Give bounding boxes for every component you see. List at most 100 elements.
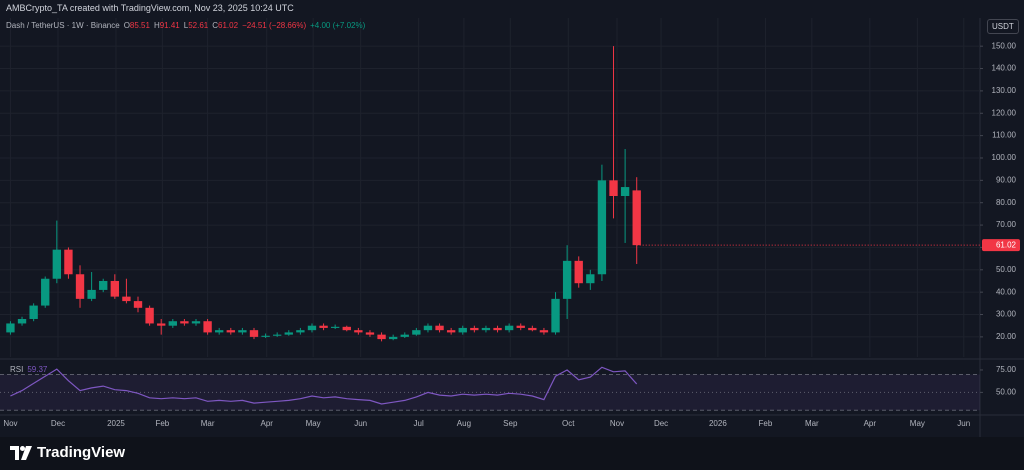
y-tick-label: 90.00: [996, 175, 1017, 184]
ohlc-item: H91.41: [154, 21, 180, 30]
x-tick-label: Nov: [610, 419, 624, 428]
logo-icon: [10, 445, 32, 460]
candle-body: [365, 332, 375, 335]
x-tick-label: Nov: [3, 419, 17, 428]
symbol: Dash / TetherUS · 1W · Binance: [6, 21, 120, 30]
candle-body: [52, 249, 62, 279]
x-tick-label: Jul: [414, 419, 424, 428]
candle-body: [377, 334, 386, 340]
candle-body: [64, 249, 73, 275]
candle-body: [110, 280, 119, 297]
x-tick-label: Jun: [354, 419, 367, 428]
change: −24.51 (−28.66%): [242, 21, 307, 30]
legend: Dash / TetherUS · 1W · Binance O85.51 H91…: [6, 21, 365, 30]
rsi-line: [10, 366, 638, 405]
logo[interactable]: TradingView: [10, 444, 125, 461]
candle-body: [354, 330, 363, 333]
ohlc-value: 52.61: [188, 21, 209, 30]
candle-body: [296, 330, 305, 333]
y-tick-label: 100.00: [992, 153, 1017, 162]
candle-body: [157, 323, 166, 326]
x-tick-label: 2025: [107, 419, 125, 428]
candle-body: [551, 298, 560, 333]
candle-body: [41, 278, 50, 306]
candle-body: [249, 330, 259, 337]
ohlc-item: L52.61: [184, 21, 208, 30]
brand: TradingView: [37, 444, 126, 461]
rsi-y-tick-label: 75.00: [996, 365, 1017, 374]
candle-body: [400, 334, 409, 337]
x-tick-label: May: [910, 419, 925, 428]
x-tick-label: Apr: [261, 419, 274, 428]
candle-body: [29, 305, 38, 319]
x-tick-label: Sep: [503, 419, 518, 428]
rsi-value: 59.37: [27, 365, 48, 374]
currency-button[interactable]: USDT: [987, 19, 1019, 34]
candle-body: [6, 323, 15, 333]
candle-body: [99, 280, 108, 290]
x-tick-label: Feb: [759, 419, 773, 428]
candle-body: [226, 330, 235, 333]
candle-body: [17, 318, 27, 324]
candle-body: [597, 180, 607, 275]
candle-body: [435, 325, 444, 331]
candle-body: [319, 325, 328, 328]
y-tick-label: 140.00: [992, 64, 1017, 73]
candle-body: [562, 260, 572, 299]
x-tick-label: Mar: [201, 419, 215, 428]
candle-body: [75, 274, 85, 299]
candle-body: [284, 332, 293, 335]
y-tick-label: 50.00: [996, 265, 1017, 274]
candle-body: [620, 187, 630, 196]
candle-body: [203, 321, 212, 333]
candle-body: [238, 330, 247, 333]
ohlc-item: C61.02: [212, 21, 238, 30]
candle-body: [504, 325, 514, 331]
candle-body: [423, 325, 433, 331]
header: AMBCrypto_TA created with TradingView.co…: [6, 3, 294, 13]
candle-body: [307, 325, 317, 331]
x-tick-label: Dec: [51, 419, 65, 428]
y-tick-label: 20.00: [996, 332, 1017, 341]
candle-body: [470, 327, 479, 331]
candle-body: [481, 327, 491, 331]
candle-body: [388, 336, 398, 340]
ohlc-key: L: [183, 21, 189, 30]
ohlc-key: H: [153, 21, 160, 30]
rsi-legend: RSI 59.37: [10, 365, 47, 374]
ohlc-value: 85.51: [129, 21, 150, 30]
y-tick-label: 30.00: [996, 310, 1017, 319]
candle-body: [180, 321, 189, 324]
candle-body: [493, 327, 502, 331]
candle-body: [458, 327, 467, 333]
background: [0, 0, 1024, 437]
x-tick-label: Feb: [155, 419, 169, 428]
y-tick-label: 150.00: [992, 41, 1017, 50]
candle-body: [516, 325, 525, 328]
y-tick-label: 80.00: [996, 198, 1017, 207]
ohlc-key: O: [123, 21, 130, 30]
x-tick-label: Oct: [562, 419, 575, 428]
x-tick-label: 2026: [709, 419, 727, 428]
last-price-label: 61.02: [996, 240, 1017, 249]
y-tick-label: 130.00: [992, 86, 1017, 95]
y-tick-label: 120.00: [992, 108, 1017, 117]
y-tick-label: 70.00: [996, 220, 1017, 229]
candle-body: [330, 326, 340, 328]
x-tick-label: May: [306, 419, 321, 428]
x-tick-label: Mar: [805, 419, 819, 428]
rsi-name: RSI: [10, 365, 24, 374]
x-tick-label: Jun: [957, 419, 970, 428]
x-tick-label: Aug: [457, 419, 471, 428]
candle-body: [412, 330, 421, 335]
rsi-y-tick-label: 50.00: [996, 387, 1017, 396]
y-tick-label: 110.00: [992, 131, 1016, 140]
candle-body: [145, 307, 154, 324]
footer: TradingView: [0, 437, 1024, 470]
candle-body: [133, 301, 143, 308]
candle-body: [273, 334, 282, 336]
candle-body: [87, 289, 96, 299]
candle-body: [215, 330, 224, 333]
ohlc: O85.51 H91.41 L52.61 C61.02: [124, 21, 238, 30]
